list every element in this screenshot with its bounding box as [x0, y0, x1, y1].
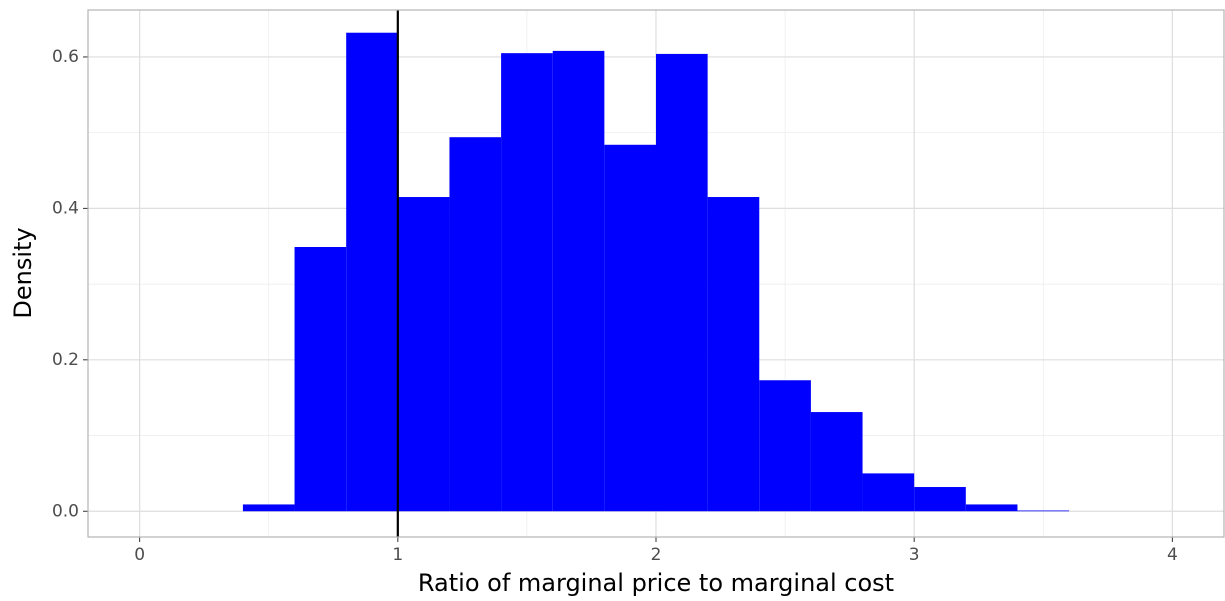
bar: [965, 504, 1018, 512]
bar: [759, 380, 811, 512]
bar: [914, 487, 966, 512]
y-tick-label: 0.4: [52, 198, 79, 218]
bar: [707, 197, 760, 512]
bar: [397, 197, 450, 512]
x-tick-label: 2: [651, 545, 662, 565]
bar: [1017, 510, 1070, 512]
y-axis-title: Density: [9, 227, 37, 318]
y-tick-label: 0.0: [52, 501, 79, 521]
y-tick-label: 0.2: [52, 350, 79, 370]
bar: [242, 504, 295, 512]
bar: [810, 412, 863, 512]
bar: [501, 53, 553, 512]
bar: [346, 32, 398, 512]
x-tick-label: 1: [392, 545, 403, 565]
bar: [604, 144, 656, 512]
bar: [449, 137, 502, 512]
x-tick-label: 0: [134, 545, 145, 565]
bar: [656, 53, 708, 512]
bar: [862, 473, 915, 512]
x-tick-label: 3: [909, 545, 920, 565]
x-tick-label: 4: [1167, 545, 1178, 565]
bar: [552, 50, 605, 512]
y-tick-label: 0.6: [52, 47, 79, 67]
x-axis-title: Ratio of marginal price to marginal cost: [418, 569, 894, 597]
panel-border: [87, 9, 1225, 538]
bar: [294, 246, 347, 512]
